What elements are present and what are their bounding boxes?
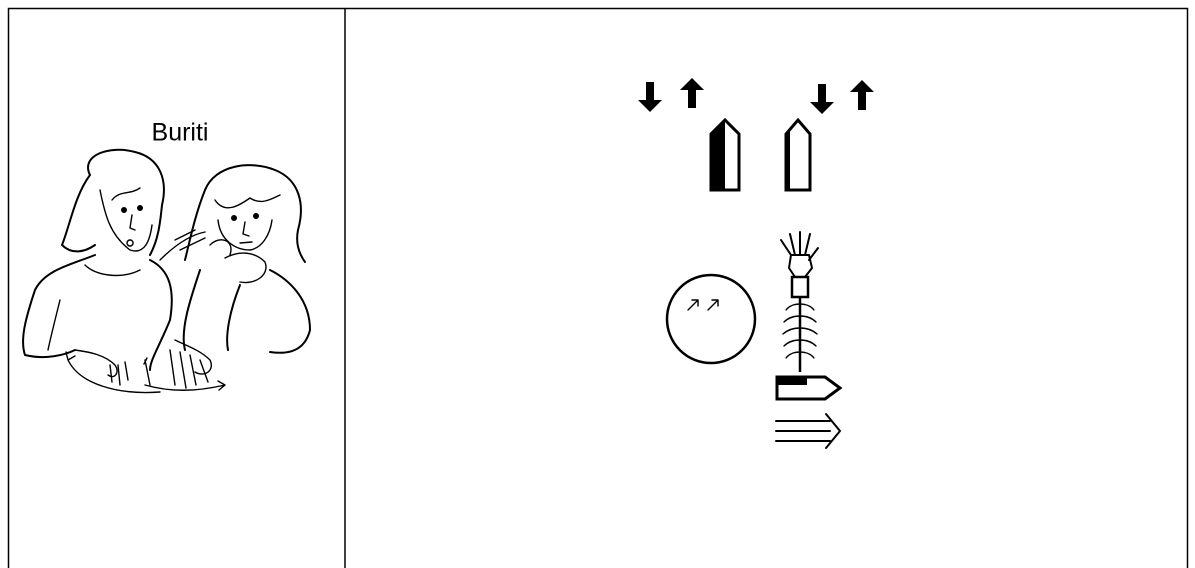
face-symbol	[665, 273, 757, 365]
movement-arrows-left	[638, 78, 704, 112]
movement-arrows-right	[810, 80, 874, 114]
table-border	[7, 7, 1189, 568]
contact-symbol	[775, 375, 843, 401]
sign-illustration	[22, 148, 311, 394]
movement-double-arrow	[775, 413, 841, 449]
handshape-right	[784, 117, 812, 192]
signwriting	[638, 78, 874, 449]
caption: Buriti	[152, 119, 209, 147]
handshape-left	[709, 117, 741, 192]
hand-movement	[780, 231, 819, 372]
